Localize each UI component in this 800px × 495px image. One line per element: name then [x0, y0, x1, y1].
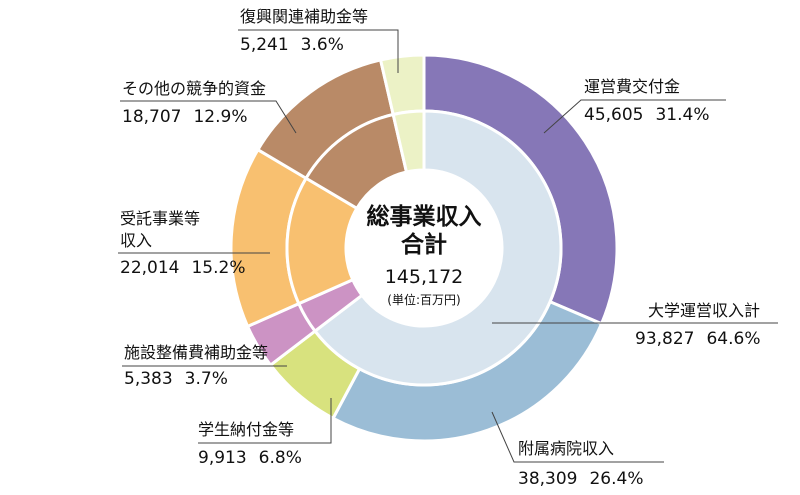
label-value-byoin: 38,309 26.4%	[518, 469, 644, 489]
leader-line-fukko	[238, 29, 399, 73]
label-name-jutaku-line2: 収入	[120, 231, 152, 250]
inner-ring	[285, 109, 563, 387]
label-value-fukko: 5,241 3.6%	[240, 35, 344, 55]
center-hole	[346, 170, 502, 326]
percent-unei: 31.4%	[655, 105, 709, 125]
label-name-byoin: 附属病院収入	[518, 439, 614, 458]
label-name-sonota: その他の競争的資金	[122, 79, 266, 98]
center-title-line1: 総事業収入	[367, 203, 482, 230]
percent-shisetsu: 3.7%	[185, 369, 228, 389]
center-title-line2: 合計	[401, 231, 447, 258]
label-name-daigaku: 大学運営収入計	[648, 301, 760, 320]
value-fukko: 5,241	[240, 35, 289, 55]
label-name-gakusei: 学生納付金等	[198, 420, 294, 439]
value-sonota: 18,707	[122, 107, 181, 127]
label-name-jutaku-line1: 受託事業等	[120, 209, 200, 228]
percent-sonota: 12.9%	[193, 107, 247, 127]
percent-gakusei: 6.8%	[259, 448, 302, 468]
leader-line-unei	[543, 99, 726, 134]
value-shisetsu: 5,383	[124, 369, 173, 389]
value-gakusei: 9,913	[198, 448, 247, 468]
label-value-daigaku: 93,827 64.6%	[635, 329, 761, 349]
value-byoin: 38,309	[518, 469, 577, 489]
percent-jutaku: 15.2%	[191, 258, 245, 278]
percent-daigaku: 64.6%	[706, 329, 760, 349]
leader-line-sonota	[120, 100, 297, 134]
value-unei: 45,605	[584, 105, 643, 125]
label-value-sonota: 18,707 12.9%	[122, 107, 248, 127]
label-value-unei: 45,605 31.4%	[584, 105, 710, 125]
label-value-gakusei: 9,913 6.8%	[198, 448, 302, 468]
center-total: 145,172	[385, 266, 464, 288]
percent-byoin: 26.4%	[589, 469, 643, 489]
inner-slice-daigaku	[312, 109, 563, 387]
label-name-unei: 運営費交付金	[584, 77, 680, 96]
percent-fukko: 3.6%	[301, 35, 344, 55]
center-unit: (単位:百万円)	[387, 292, 460, 307]
value-daigaku: 93,827	[635, 329, 694, 349]
label-value-shisetsu: 5,383 3.7%	[124, 369, 228, 389]
label-value-jutaku: 22,014 15.2%	[120, 258, 246, 278]
value-jutaku: 22,014	[120, 258, 179, 278]
leader-line-gakusei	[198, 398, 332, 444]
label-name-shisetsu: 施設整備費補助金等	[124, 343, 268, 362]
leader-line-byoin	[491, 411, 664, 463]
label-name-fukko: 復興関連補助金等	[240, 7, 368, 26]
